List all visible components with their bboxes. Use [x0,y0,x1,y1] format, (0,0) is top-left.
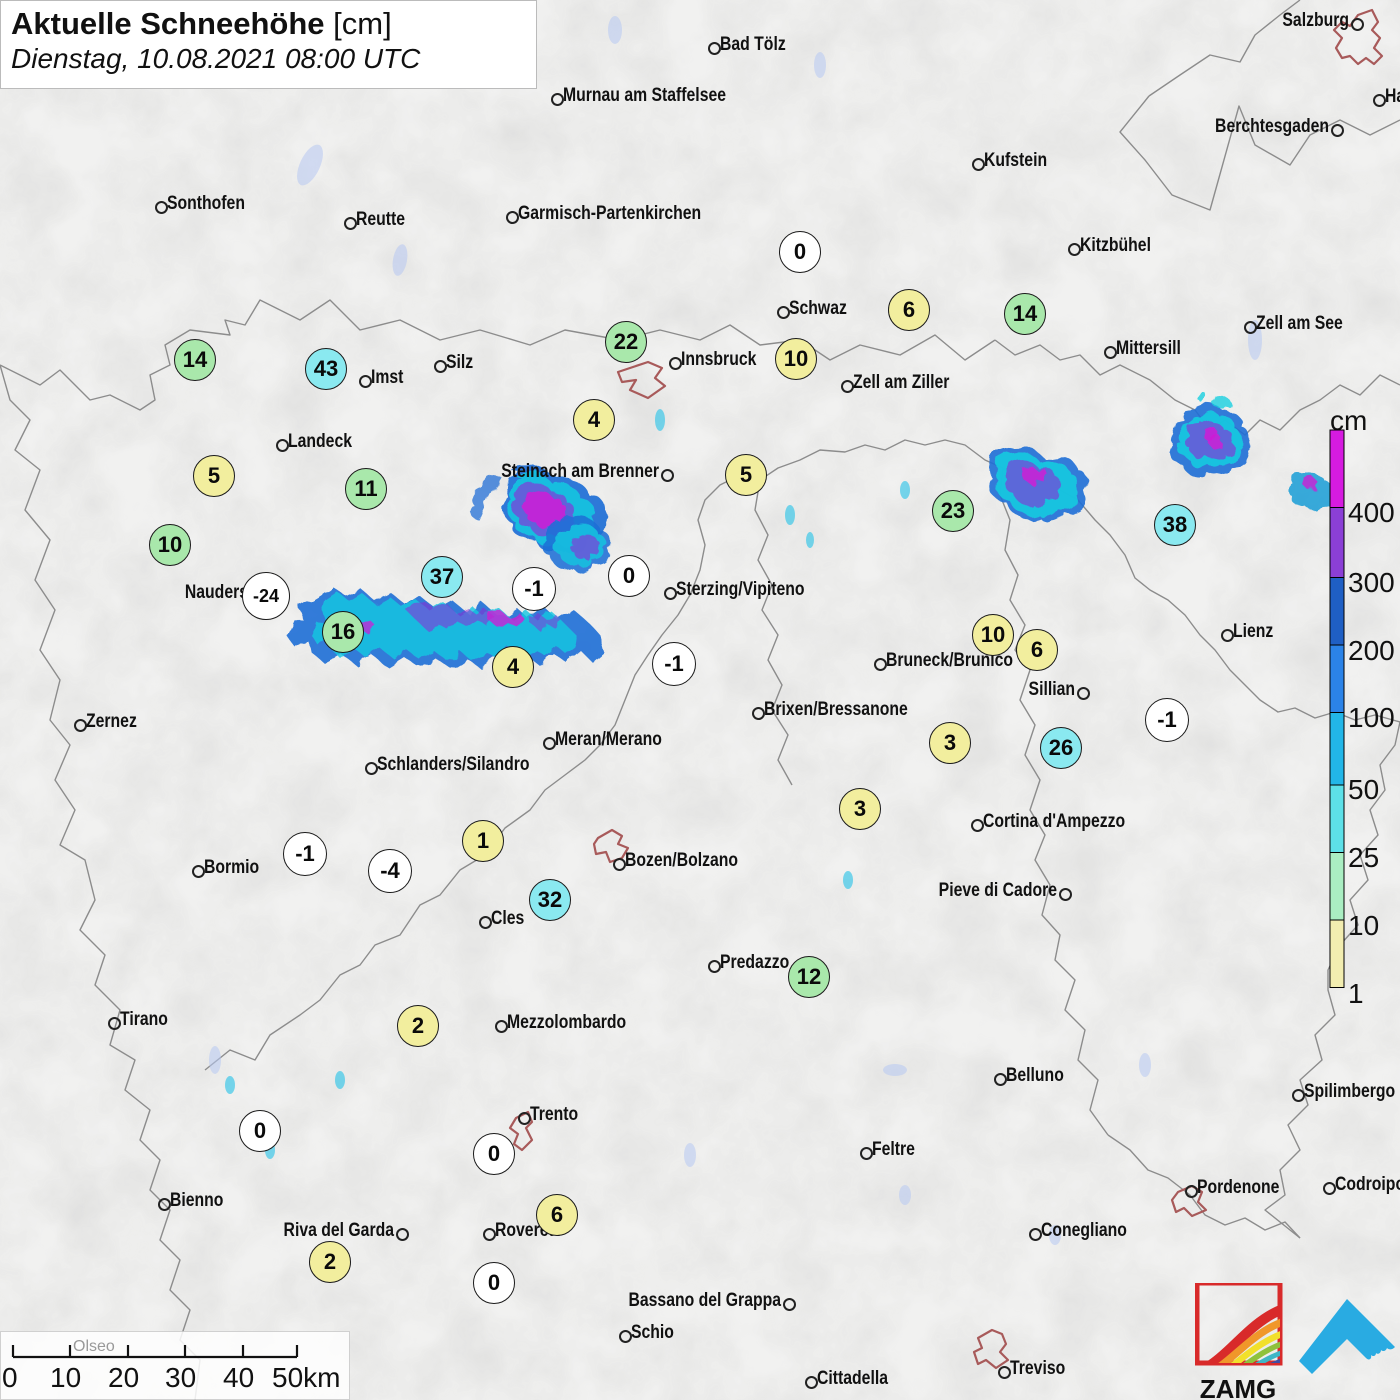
svg-text:ZAMG: ZAMG [1200,1374,1277,1400]
